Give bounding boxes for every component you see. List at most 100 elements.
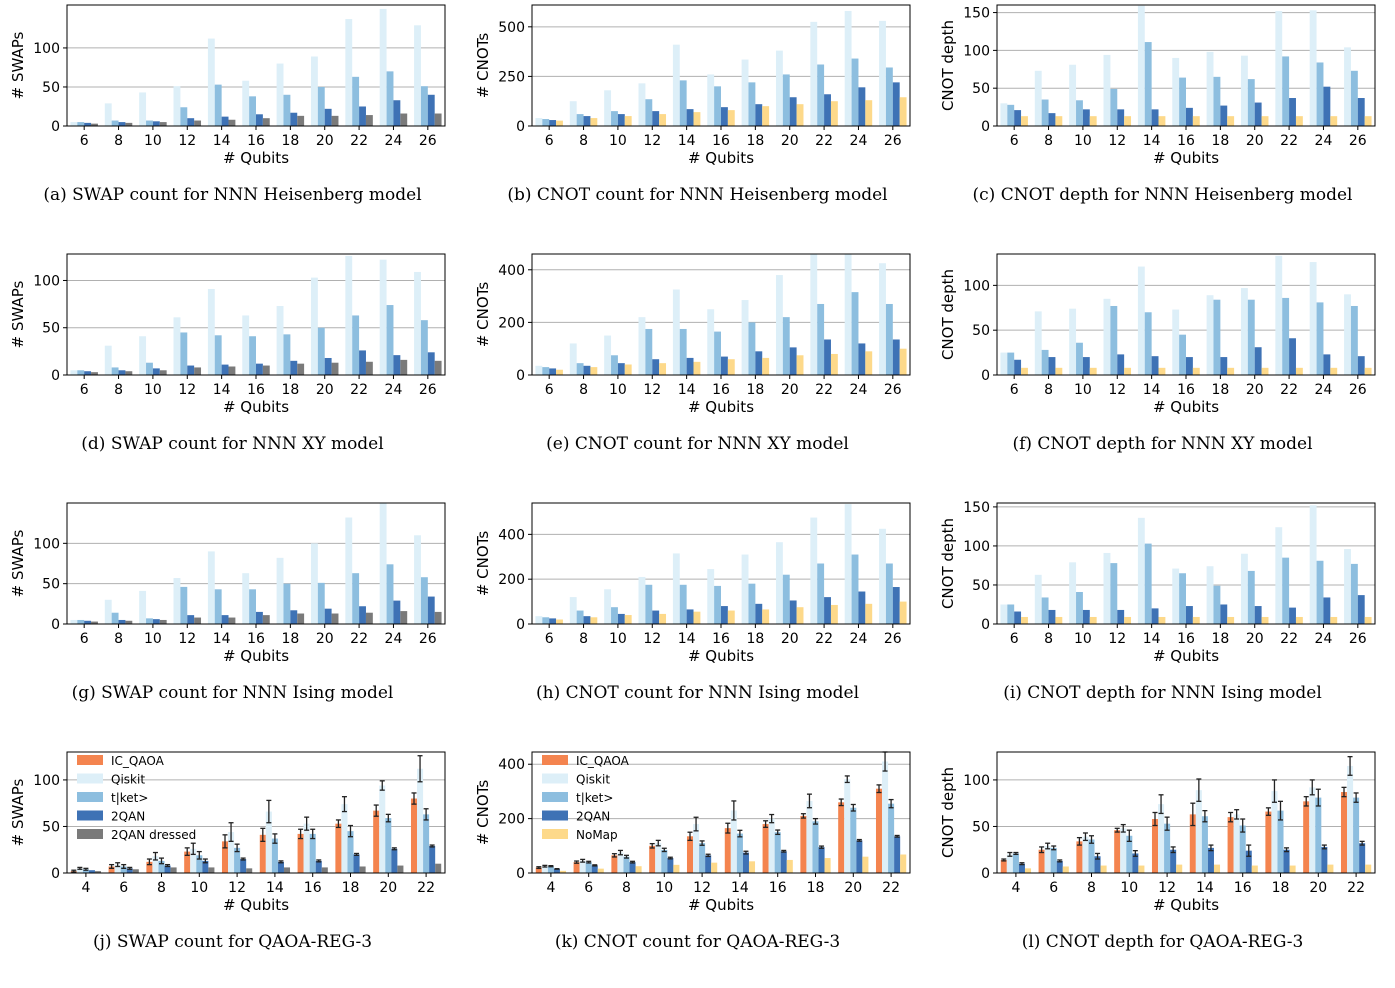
x-tick-label: 12 [643, 631, 661, 647]
bar-tket [1007, 352, 1015, 375]
bar-nomap [1100, 865, 1107, 873]
bar-qiskit [741, 59, 749, 126]
x-axis-label: # Qubits [688, 896, 754, 914]
bar-nomap [1055, 616, 1063, 624]
panel-l: 0 50 100 4 6 8 10 12 14 16 18 20 22 # Qubits CNOT dept… [930, 747, 1395, 988]
bar-tket [146, 618, 153, 624]
x-tick-label: 20 [1309, 880, 1327, 896]
bar-qiskit [1309, 10, 1317, 127]
caption-j: (j) SWAP count for QAOA-REG-3 [92, 932, 373, 952]
bar-nomap [727, 359, 735, 375]
legend-label: IC_QAOA [576, 754, 630, 768]
bar-tket [542, 119, 550, 126]
x-tick-label: 16 [1234, 880, 1252, 896]
bar-tket [234, 847, 241, 873]
bar-nomap [865, 351, 873, 375]
bar-2qan-dressed [321, 867, 328, 873]
x-tick-label: 10 [1074, 382, 1092, 398]
x-tick-label: 26 [419, 133, 437, 149]
bar-2qan [705, 855, 712, 873]
bar-2qan-dressed [400, 113, 408, 126]
bar-qiskit [310, 56, 318, 126]
x-axis-label: # Qubits [223, 398, 289, 416]
bar-tket [180, 332, 188, 375]
x-tick-label: 14 [1143, 631, 1161, 647]
bar-qiskit [1158, 804, 1165, 873]
bar-2qan [1321, 846, 1328, 873]
bar-tket [623, 856, 630, 873]
bar-qiskit [1172, 57, 1180, 126]
bar-2qan [1207, 847, 1214, 873]
bar-qiskit [638, 317, 646, 375]
panel-a: 0 50 100 6 8 10 12 14 16 18 20 22 24 26 # Qubits # SWAP… [0, 0, 465, 241]
y-tick-label: 0 [981, 119, 990, 135]
bar-tket [249, 589, 256, 624]
bar-tket [714, 86, 721, 126]
bar-2qan [1254, 102, 1262, 126]
y-tick-label: 100 [963, 773, 990, 789]
legend-swatch [542, 773, 568, 784]
bar-2qan [583, 365, 591, 375]
x-tick-label: 24 [385, 133, 403, 149]
bar-qiskit [541, 866, 548, 873]
x-tick-label: 18 [1211, 631, 1229, 647]
bar-nomap [635, 866, 642, 873]
x-tick-label: 6 [584, 880, 593, 896]
bar-tket [1007, 604, 1015, 624]
bar-2qan-dressed [194, 120, 202, 126]
x-tick-label: 10 [144, 133, 162, 149]
x-tick-label: 24 [850, 133, 868, 149]
bar-2qan [686, 109, 694, 126]
bar-2qan [84, 620, 92, 624]
bar-nomap [830, 353, 838, 375]
bar-qiskit [535, 616, 543, 624]
bar-qiskit [139, 336, 147, 375]
bar-2qan [187, 365, 195, 375]
x-tick-label: 22 [815, 631, 833, 647]
bar-nomap [590, 367, 598, 375]
bar-qiskit [414, 271, 421, 375]
bar-tket [645, 99, 653, 126]
bar-nomap [693, 611, 701, 624]
bar-nomap [762, 609, 770, 624]
bar-tket [736, 833, 743, 873]
bar-qiskit [1240, 553, 1248, 624]
bar-tket [585, 862, 592, 873]
bar-2qan [118, 370, 126, 375]
y-tick-label: 0 [981, 617, 990, 633]
bar-qiskit [242, 315, 250, 375]
bar-2qan [721, 606, 728, 624]
bar-tket [1126, 835, 1133, 873]
bar-nomap [786, 859, 793, 873]
x-tick-label: 10 [609, 631, 627, 647]
x-tick-label: 8 [114, 382, 123, 398]
legend-swatch [542, 792, 568, 802]
x-tick-label: 18 [746, 133, 764, 149]
panel-b: 0 250 500 6 8 10 12 14 16 18 20 22 24 26 # Qubits # CNO… [465, 0, 930, 241]
bar-2qan [1323, 86, 1331, 126]
bar-nomap [1295, 616, 1303, 624]
bar-2qan-dressed [228, 366, 236, 375]
y-tick-label: 0 [51, 866, 60, 882]
bar-qiskit [152, 856, 159, 873]
bar-tket [1076, 591, 1083, 624]
bar-tket [1213, 299, 1221, 375]
x-tick-label: 8 [579, 133, 588, 149]
bar-qiskit [1000, 604, 1008, 624]
bar-2qan [892, 82, 900, 126]
bar-2qan [1220, 604, 1228, 624]
bar-2qan-dressed [194, 617, 202, 624]
bar-2qan [652, 359, 660, 375]
bar-tket [1247, 570, 1255, 624]
bar-tket [420, 86, 428, 126]
bar-tket [77, 619, 85, 624]
bar-tket [1247, 299, 1255, 375]
bar-qiskit [1000, 103, 1008, 126]
bar-nomap [727, 110, 735, 126]
bar-nomap [1227, 367, 1235, 375]
x-tick-label: 24 [850, 631, 868, 647]
x-tick-label: 12 [1108, 382, 1126, 398]
bar-nomap [1327, 864, 1334, 873]
bar-nomap [624, 364, 632, 375]
bar-2qan [256, 363, 263, 375]
